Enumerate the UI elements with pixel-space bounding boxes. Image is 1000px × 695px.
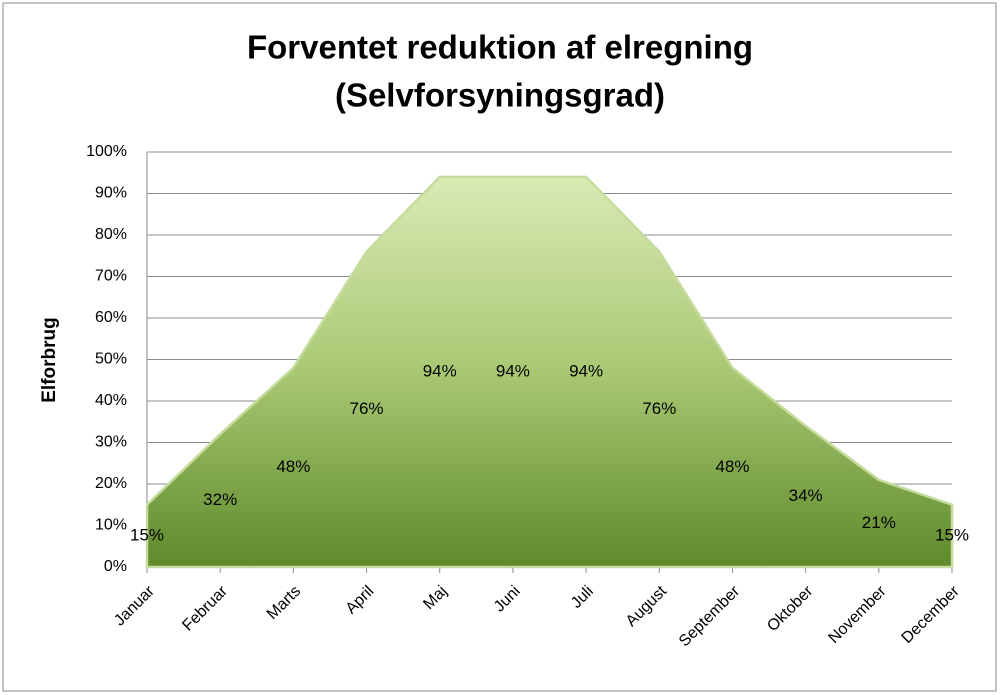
data-label: 94% bbox=[569, 361, 603, 380]
y-tick-label: 100% bbox=[86, 143, 127, 160]
area bbox=[145, 175, 954, 569]
y-tick-label: 40% bbox=[95, 392, 127, 409]
y-tick-label: 20% bbox=[95, 475, 127, 492]
chart-title: Forventet reduktion af elregning bbox=[247, 29, 753, 66]
data-label: 94% bbox=[423, 361, 457, 380]
data-label: 48% bbox=[276, 457, 310, 476]
y-tick-label: 60% bbox=[95, 309, 127, 326]
chart-subtitle: (Selvforsyningsgrad) bbox=[335, 77, 665, 114]
y-tick-label: 50% bbox=[95, 351, 127, 368]
data-label: 21% bbox=[862, 513, 896, 532]
y-axis-title: Elforbrug bbox=[39, 317, 60, 403]
data-label: 15% bbox=[935, 525, 969, 544]
data-label: 34% bbox=[789, 486, 823, 505]
data-label: 76% bbox=[642, 399, 676, 418]
data-label: 76% bbox=[350, 399, 384, 418]
y-tick-label: 30% bbox=[95, 434, 127, 451]
data-label: 15% bbox=[130, 525, 164, 544]
y-tick-label: 90% bbox=[95, 185, 127, 202]
data-label: 94% bbox=[496, 361, 530, 380]
data-label: 48% bbox=[715, 457, 749, 476]
y-tick-label: 80% bbox=[95, 226, 127, 243]
y-tick-label: 70% bbox=[95, 268, 127, 285]
data-label: 32% bbox=[203, 490, 237, 509]
y-tick-label: 10% bbox=[95, 517, 127, 534]
y-tick-label: 0% bbox=[104, 558, 127, 575]
